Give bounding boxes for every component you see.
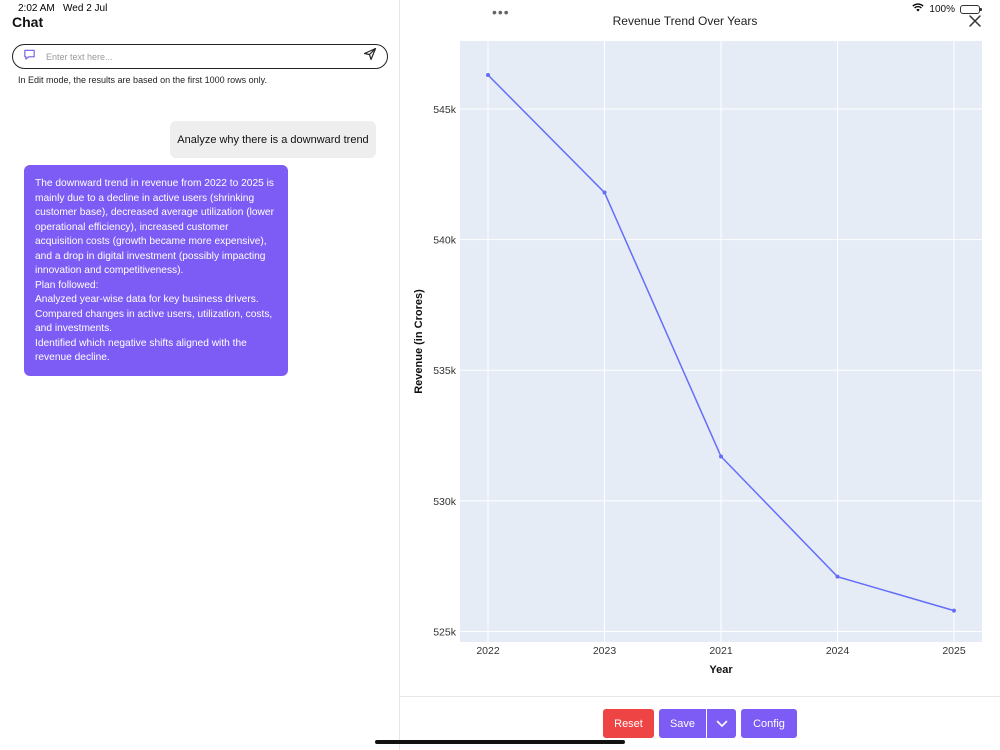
revenue-chart: Revenue Trend Over Years 525k 530k 535k 540k…: [413, 14, 982, 676]
reset-button[interactable]: Reset: [603, 709, 654, 738]
assistant-line: Compared changes in active users, utiliz…: [35, 308, 273, 335]
close-icon[interactable]: [968, 14, 982, 28]
y-tick-label: 525k: [433, 627, 457, 639]
chat-input-box[interactable]: [12, 44, 388, 69]
chat-title: Chat: [12, 14, 44, 30]
save-button[interactable]: Save: [659, 709, 706, 738]
x-tick-label: 2021: [709, 645, 733, 657]
y-tick-label: 540k: [433, 235, 457, 247]
battery-icon: [960, 4, 982, 14]
save-options-button[interactable]: [707, 709, 736, 738]
y-tick-label: 530k: [433, 496, 457, 508]
assistant-line: Analyzed year-wise data for key business…: [35, 294, 259, 305]
ellipsis-icon[interactable]: •••: [492, 4, 510, 20]
user-message: Analyze why there is a downward trend: [170, 121, 376, 158]
data-point: [952, 608, 956, 613]
data-point: [719, 454, 723, 459]
edit-mode-hint: In Edit mode, the results are based on t…: [18, 75, 267, 85]
assistant-line: The downward trend in revenue from 2022 …: [35, 178, 274, 276]
chevron-down-icon: [716, 720, 727, 727]
assistant-message: The downward trend in revenue from 2022 …: [24, 165, 288, 376]
x-tick-label: 2024: [826, 645, 850, 657]
chart-panel: ••• Revenue Trend Over Years 525k 530k 535k…: [400, 0, 1000, 750]
data-point: [602, 190, 607, 195]
assistant-line: Plan followed:: [35, 279, 99, 291]
x-tick-label: 2022: [476, 645, 500, 657]
chart-title: Revenue Trend Over Years: [613, 14, 758, 28]
status-clock: 2:02 AM: [18, 3, 55, 14]
status-date: Wed 2 Jul: [63, 3, 108, 14]
chat-input[interactable]: [46, 51, 363, 62]
wifi-icon: [912, 3, 925, 15]
x-tick-label: 2023: [593, 645, 617, 657]
assistant-line: Identified which negative shifts aligned…: [35, 337, 247, 364]
battery-percent: 100%: [929, 3, 955, 15]
x-tick-label: 2025: [942, 645, 966, 657]
y-tick-label: 545k: [433, 104, 457, 116]
y-axis-label: Revenue (in Crores): [413, 289, 425, 394]
status-indicators: 100%: [912, 3, 982, 15]
footer-divider: [400, 696, 1000, 697]
send-icon[interactable]: [363, 47, 377, 66]
home-indicator: [375, 740, 625, 744]
x-axis-label: Year: [709, 664, 733, 676]
message-icon: [23, 48, 36, 66]
status-time: 2:02 AM Wed 2 Jul: [18, 3, 107, 14]
chat-pane: Chat In Edit mode, the results are based…: [0, 0, 400, 750]
data-point: [835, 574, 840, 579]
y-tick-label: 535k: [433, 365, 457, 377]
config-button[interactable]: Config: [741, 709, 797, 738]
data-point: [486, 72, 490, 77]
